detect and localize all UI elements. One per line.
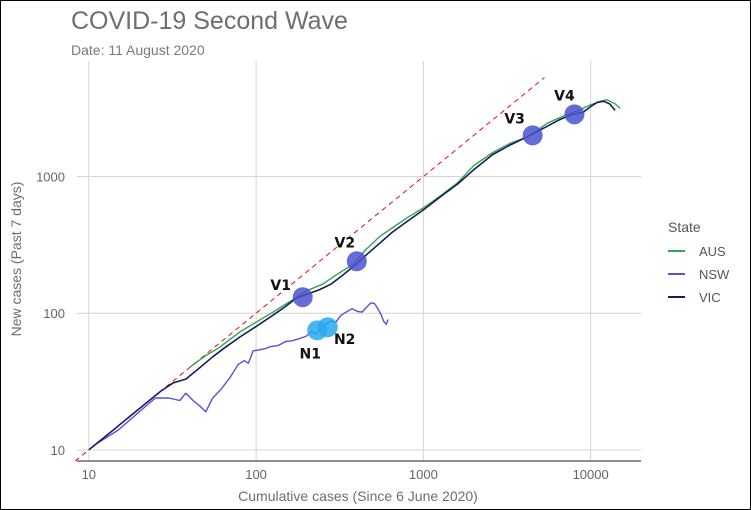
legend-title: State <box>668 219 701 235</box>
y-axis-label: New cases (Past 7 days) <box>8 182 24 337</box>
x-tick-label: 10 <box>82 467 96 482</box>
y-tick-label: 10 <box>51 443 65 458</box>
annotation-label-n1: N1 <box>299 346 320 362</box>
chart-title: COVID-19 Second Wave <box>71 7 348 35</box>
x-tick-label: 100 <box>245 467 267 482</box>
marker-v4 <box>564 104 585 125</box>
x-tick-label: 1000 <box>409 467 438 482</box>
marker-n2 <box>317 317 338 338</box>
annotation-label-v3: V3 <box>504 111 525 127</box>
marker-v1 <box>292 287 313 308</box>
series-line-nsw <box>95 302 389 445</box>
y-tick-label: 100 <box>43 306 65 321</box>
annotation-label-n2: N2 <box>334 332 355 348</box>
y-tick-label: 1000 <box>36 170 65 185</box>
legend-label-nsw: NSW <box>699 267 730 282</box>
grid <box>77 61 641 461</box>
annotation-label-v1: V1 <box>270 278 291 294</box>
x-tick-label: 10000 <box>573 467 609 482</box>
marker-v3 <box>522 125 543 146</box>
annotation-label-v4: V4 <box>554 88 575 104</box>
x-axis-label: Cumulative cases (Since 6 June 2020) <box>238 488 478 504</box>
annotation-label-v2: V2 <box>335 235 356 251</box>
legend-label-aus: AUS <box>699 244 726 259</box>
marker-v2 <box>346 251 367 272</box>
legend: State AUS NSW VIC <box>668 219 730 305</box>
series <box>88 99 621 451</box>
annotations: V1 V2 V3 V4 N1 N2 <box>270 88 585 362</box>
chart-subtitle: Date: 11 August 2020 <box>71 42 205 58</box>
tick-labels: 10 100 1000 10000 10 100 1000 <box>36 170 609 482</box>
legend-label-vic: VIC <box>699 290 721 305</box>
